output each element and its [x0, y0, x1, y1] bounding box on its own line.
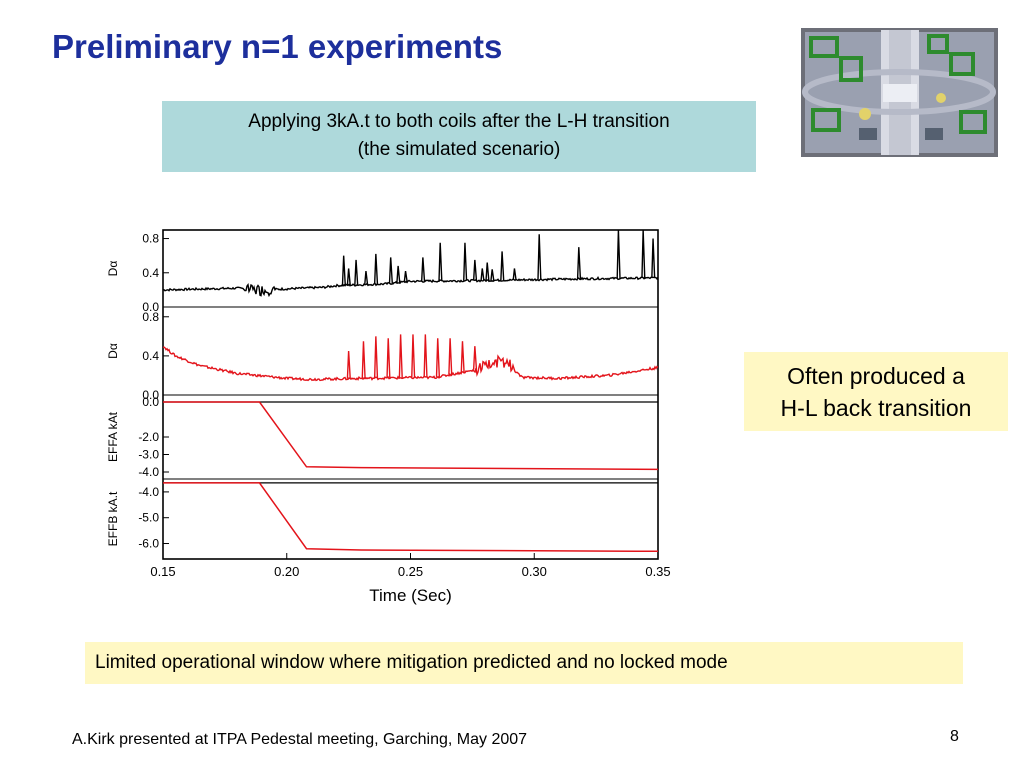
- elm-spike: [641, 230, 646, 279]
- plot-panels: 0.8 0.4 0.0 Dα 0.8 0.4 0.0 Dα 0.0 -2.0 -3.0 -4.0 EFF…: [106, 229, 659, 560]
- y-tick-label: -4.0: [138, 485, 159, 499]
- d-alpha-trace: [163, 346, 658, 382]
- elm-spike: [373, 336, 379, 379]
- y-tick-label: 0.0: [142, 395, 159, 409]
- elm-spike: [346, 350, 351, 379]
- elm-spike: [373, 253, 379, 285]
- y-tick-label: -5.0: [138, 511, 159, 525]
- elm-spike: [403, 270, 408, 282]
- elm-spike: [485, 262, 490, 281]
- y-tick-label: 0.4: [142, 349, 159, 363]
- conclusion-text: Limited operational window where mitigat…: [95, 652, 728, 673]
- panel-4: -4.0 -5.0 -6.0 EFFB kA.t: [106, 478, 658, 553]
- elm-spike: [512, 268, 517, 281]
- y-tick-label: 0.0: [142, 388, 159, 402]
- elm-spike: [463, 242, 468, 281]
- elm-spike: [616, 230, 621, 279]
- elm-spike: [460, 341, 465, 373]
- y-axis-label: Dα: [106, 261, 120, 277]
- y-tick-label: 0.4: [142, 266, 159, 280]
- slide-title: Preliminary n=1 experiments: [52, 28, 503, 65]
- note-line-2: H-L back transition: [780, 395, 972, 421]
- elm-spike: [438, 242, 443, 282]
- y-tick-label: -3.0: [138, 448, 159, 462]
- x-axis-label: Time (Sec): [369, 586, 452, 605]
- note-box: Often produced a H-L back transition: [744, 352, 1008, 431]
- note-line-1: Often produced a: [787, 363, 965, 389]
- elm-spike: [480, 268, 485, 281]
- elm-spike: [448, 338, 453, 375]
- panel-data: [163, 334, 658, 382]
- elm-spike: [396, 265, 401, 283]
- elm-spike: [388, 257, 393, 284]
- elm-spike: [346, 268, 351, 286]
- panel-1: 0.8 0.4 0.0 Dα: [106, 230, 658, 314]
- y-tick-label: -2.0: [138, 430, 159, 444]
- y-tick-label: -4.0: [138, 465, 159, 479]
- time-trace-figure: 0.8 0.4 0.0 Dα 0.8 0.4 0.0 Dα 0.0 -2.0 -3.0 -4.0 EFF…: [106, 229, 671, 605]
- scenario-box: Applying 3kA.t to both coils after the L…: [162, 101, 756, 172]
- elm-spike: [423, 334, 428, 378]
- d-alpha-trace: [163, 276, 658, 298]
- elm-spike: [435, 338, 441, 377]
- footer-credit: A.Kirk presented at ITPA Pedestal meetin…: [72, 731, 528, 748]
- y-axis-label: Dα: [106, 343, 120, 359]
- scenario-line-2: (the simulated scenario): [357, 139, 561, 160]
- elm-spike: [500, 251, 505, 281]
- y-tick-label: -6.0: [138, 537, 159, 551]
- panel-data: [163, 482, 658, 553]
- scenario-line-1: Applying 3kA.t to both coils after the L…: [248, 111, 670, 132]
- x-tick-label: 0.35: [645, 564, 670, 579]
- panel-data: [163, 230, 658, 298]
- panel-data: [163, 401, 658, 471]
- elm-spike: [576, 247, 582, 279]
- y-axis-label: EFFB kA.t: [106, 491, 120, 546]
- elm-spike: [651, 238, 656, 278]
- y-tick-label: 0.8: [142, 232, 159, 246]
- y-axis-label: EFFA kAt: [106, 411, 120, 462]
- elm-spike: [341, 255, 346, 286]
- x-tick-label: 0.30: [522, 564, 547, 579]
- elm-spike: [537, 234, 542, 280]
- machine-photo: [801, 28, 998, 157]
- y-tick-label: 0.0: [142, 300, 159, 314]
- coil-current-trace: [163, 401, 658, 471]
- panel-2: 0.8 0.4 0.0 Dα: [106, 306, 658, 402]
- y-tick-label: 0.8: [142, 310, 159, 324]
- conclusion-box: Limited operational window where mitigat…: [85, 642, 963, 684]
- x-tick-label: 0.20: [274, 564, 299, 579]
- elm-spike: [386, 338, 391, 379]
- elm-spike: [364, 270, 369, 285]
- elm-spike: [361, 341, 366, 379]
- x-tick-label: 0.15: [150, 564, 175, 579]
- elm-spike: [490, 269, 495, 281]
- x-tick-label: 0.25: [398, 564, 423, 579]
- elm-spike: [420, 257, 426, 282]
- elm-spike: [411, 334, 416, 378]
- x-axis: 0.15 0.20 0.25 0.30 0.35 Time (Sec): [150, 553, 671, 605]
- panel-3: 0.0 -2.0 -3.0 -4.0 EFFA kAt: [106, 394, 658, 479]
- coil-current-trace: [163, 482, 658, 553]
- elm-spike: [398, 334, 403, 378]
- elm-spike: [354, 259, 359, 285]
- elm-spike: [472, 259, 478, 281]
- page-number: 8: [950, 728, 959, 745]
- elm-spike: [472, 346, 478, 370]
